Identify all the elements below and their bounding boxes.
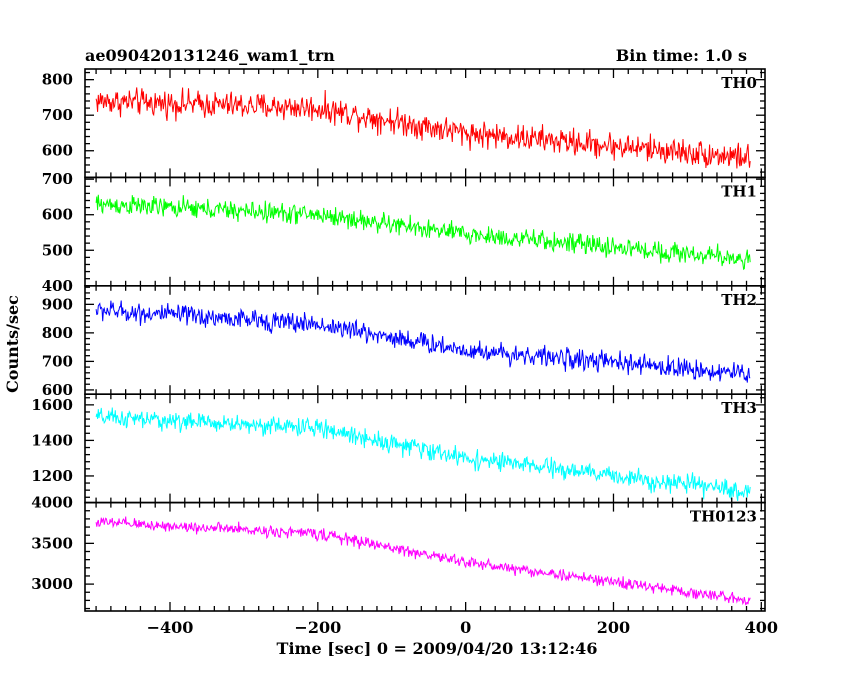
panel-th0123: 3000 3500 4000 TH0123 <box>31 494 766 612</box>
y-tick-label: 900 <box>42 295 73 313</box>
x-tick-label: 200 <box>597 618 630 637</box>
panel-group: 600 700 800 TH0 400 500 600 700 TH1 600 700 800 900 T… <box>31 68 778 637</box>
panel-th0: 600 700 800 TH0 <box>42 68 766 179</box>
y-tick-label: 3500 <box>31 534 73 552</box>
chart-title: ae090420131246_wam1_trn <box>85 46 335 65</box>
panel-th2: 600 700 800 900 TH2 <box>42 284 766 399</box>
y-tick-label: 800 <box>42 71 73 89</box>
x-tick-label: −200 <box>294 618 341 637</box>
y-tick-label: 400 <box>42 277 73 295</box>
x-tick-label: 0 <box>460 618 471 637</box>
y-tick-label: 600 <box>42 142 73 160</box>
series-line-th0123 <box>95 516 751 606</box>
panel-th3: 1200 1400 1600 TH3 <box>31 393 766 504</box>
series-label-th0123: TH0123 <box>690 508 757 526</box>
y-tick-label: 1200 <box>31 467 73 485</box>
series-line-th2 <box>95 300 751 383</box>
y-axis-label: Counts/sec <box>3 295 22 393</box>
y-tick-label: 1600 <box>31 396 73 414</box>
y-tick-label: 700 <box>42 352 73 370</box>
panel-frame <box>84 393 766 504</box>
series-line-th3 <box>95 407 751 501</box>
x-axis-label: Time [sec] 0 = 2009/04/20 13:12:46 <box>277 639 598 658</box>
series-label-th1: TH1 <box>721 182 757 200</box>
y-tick-label: 600 <box>42 381 73 399</box>
series-label-th0: TH0 <box>721 74 757 92</box>
panel-frame <box>84 501 766 612</box>
y-tick-label: 700 <box>42 170 73 188</box>
series-label-th2: TH2 <box>721 291 757 309</box>
y-tick-label: 800 <box>42 324 73 342</box>
panel-frame <box>84 176 766 287</box>
bin-time-label: Bin time: 1.0 s <box>616 46 747 65</box>
series-line-th0 <box>95 87 751 169</box>
y-tick-label: 500 <box>42 241 73 259</box>
x-tick-label: −400 <box>147 618 194 637</box>
y-tick-label: 4000 <box>31 494 73 512</box>
series-label-th3: TH3 <box>721 399 757 417</box>
y-tick-label: 700 <box>42 106 73 124</box>
y-tick-label: 600 <box>42 206 73 224</box>
x-tick-label: 400 <box>745 618 778 637</box>
y-tick-label: 3000 <box>31 575 73 593</box>
panel-th1: 400 500 600 700 TH1 <box>42 170 766 295</box>
series-line-th1 <box>95 194 751 271</box>
y-tick-label: 1400 <box>31 431 73 449</box>
